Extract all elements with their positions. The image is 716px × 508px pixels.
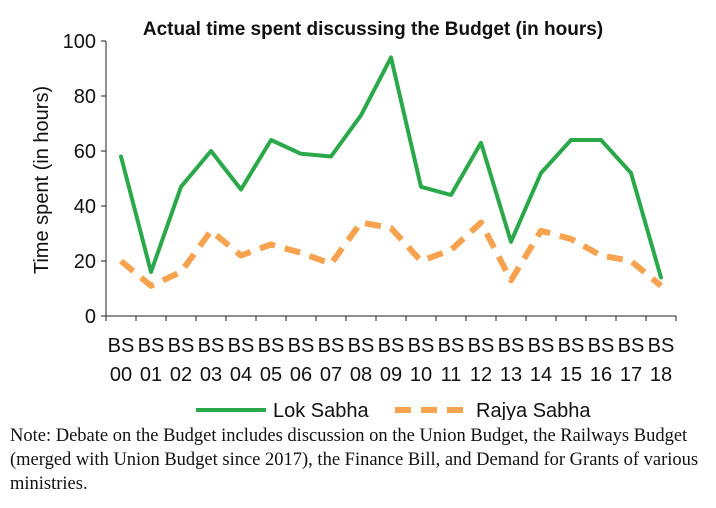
y-ticks: 0 20 40 60 80 100 — [63, 31, 106, 328]
y-tick-label: 20 — [74, 251, 96, 273]
x-tick-label: 18 — [650, 364, 672, 386]
x-tick-label: BS — [228, 335, 255, 357]
x-tick-label: BS — [348, 335, 375, 357]
x-tick-label: 07 — [320, 364, 342, 386]
x-tick-label: BS — [258, 335, 285, 357]
x-tick-label: BS — [168, 335, 195, 357]
x-tick-label: 17 — [620, 364, 642, 386]
x-tick-label: BS — [288, 335, 315, 357]
x-tick-label: BS — [618, 335, 645, 357]
x-tick-label: 16 — [590, 364, 612, 386]
x-tick-label: BS — [468, 335, 495, 357]
x-tick-label: BS — [558, 335, 585, 357]
x-tick-label: 13 — [500, 364, 522, 386]
x-tick-label: 15 — [560, 364, 582, 386]
x-tick-label: 10 — [410, 364, 432, 386]
x-tick-label: BS — [588, 335, 615, 357]
x-tick-label: 06 — [290, 364, 312, 386]
legend: Lok Sabha Rajya Sabha — [196, 400, 591, 420]
series-line-rajya-sabha — [119, 219, 663, 289]
x-tick-label: 12 — [470, 364, 492, 386]
x-tick-label: 09 — [380, 364, 402, 386]
legend-label-lok-sabha: Lok Sabha — [273, 400, 370, 420]
x-ticks: BS00BS01BS02BS03BS04BS05BS06BS07BS08BS09… — [105, 316, 677, 386]
y-tick-label: 60 — [74, 141, 96, 163]
x-tick-label: BS — [408, 335, 435, 357]
x-tick-label: BS — [138, 335, 165, 357]
x-tick-label: 00 — [110, 364, 132, 386]
x-tick-label: 03 — [200, 364, 222, 386]
x-tick-label: 11 — [441, 364, 462, 386]
x-tick-label: BS — [498, 335, 525, 357]
chart: Actual time spent discussing the Budget … — [31, 19, 677, 420]
x-tick-label: BS — [528, 335, 555, 357]
x-tick-label: BS — [378, 335, 405, 357]
x-tick-label: BS — [318, 335, 345, 357]
series-layer — [119, 55, 663, 289]
y-axis-label: Time spent (in hours) — [31, 86, 53, 274]
x-tick-label: 14 — [530, 364, 552, 386]
y-tick-label: 80 — [74, 86, 96, 108]
x-tick-label: 08 — [350, 364, 372, 386]
x-tick-label: 02 — [170, 364, 192, 386]
y-tick-label: 0 — [85, 306, 96, 328]
y-tick-label: 40 — [74, 196, 96, 218]
x-tick-label: 05 — [260, 364, 282, 386]
x-tick-label: BS — [108, 335, 135, 357]
x-tick-label: 04 — [230, 364, 252, 386]
x-tick-label: 01 — [140, 364, 162, 386]
x-tick-label: BS — [438, 335, 465, 357]
y-tick-label: 100 — [63, 31, 96, 53]
x-tick-label: BS — [198, 335, 225, 357]
chart-title: Actual time spent discussing the Budget … — [143, 19, 603, 40]
x-tick-label: BS — [648, 335, 675, 357]
note-text: Note: Debate on the Budget includes disc… — [10, 426, 699, 494]
legend-label-rajya-sabha: Rajya Sabha — [476, 400, 591, 420]
